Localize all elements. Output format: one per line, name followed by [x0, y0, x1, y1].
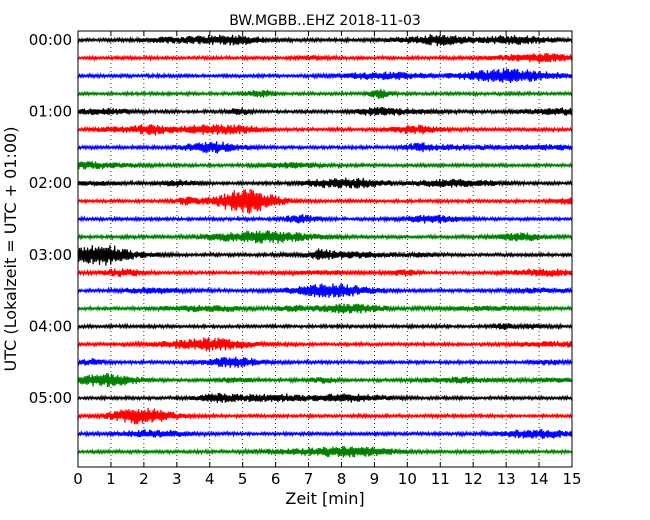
seismic-trace-0145 — [77, 161, 573, 170]
x-tick-label: 4 — [205, 470, 215, 488]
seismic-trace-0415 — [77, 337, 573, 352]
x-tick-label: 12 — [464, 470, 483, 488]
seismic-trace-0030 — [77, 68, 573, 84]
seismic-trace-0115 — [77, 124, 573, 136]
x-tick-label: 7 — [304, 470, 314, 488]
seismic-trace-0515 — [77, 407, 573, 425]
seismic-trace-0000 — [77, 34, 573, 46]
seismic-trace-0530 — [77, 428, 573, 440]
y-axis-label: UTC (Lokalzeit = UTC + 01:00) — [1, 127, 20, 372]
x-tick-label: 3 — [172, 470, 182, 488]
x-tick-label: 8 — [337, 470, 347, 488]
y-axis: 00:00 01:00 02:00 03:00 04:00 05:00 — [29, 31, 572, 407]
plot-frame — [77, 30, 573, 468]
y-tick-label: 00:00 — [29, 31, 72, 49]
seismic-trace-0315 — [77, 268, 573, 278]
seismic-trace-0400 — [77, 322, 573, 331]
seismic-trace-0545 — [77, 445, 573, 458]
seismic-trace-0015 — [77, 53, 573, 63]
x-tick-label: 9 — [370, 470, 380, 488]
x-tick-label: 13 — [497, 470, 516, 488]
x-tick-label: 2 — [139, 470, 149, 488]
seismic-trace-0045 — [77, 88, 573, 99]
seismic-trace-0445 — [77, 372, 573, 388]
y-tick-label: 04:00 — [29, 317, 72, 335]
x-tick-label: 5 — [238, 470, 248, 488]
seismic-trace-0200 — [77, 177, 573, 189]
seismic-trace-0345 — [77, 303, 573, 314]
x-axis: 0 1 2 3 4 5 6 7 8 9 10 11 12 13 14 15 — [73, 31, 582, 488]
seismic-trace-0430 — [77, 356, 573, 368]
chart-title: BW.MGBB..EHZ 2018-11-03 — [229, 13, 421, 29]
seismic-trace-0245 — [77, 230, 573, 244]
x-tick-label: 0 — [73, 470, 83, 488]
seismic-trace-0500 — [77, 392, 573, 403]
x-tick-label: 15 — [562, 470, 581, 488]
x-tick-label: 14 — [530, 470, 549, 488]
x-tick-label: 1 — [106, 470, 116, 488]
grid-lines — [110, 31, 540, 467]
seismic-trace-0330 — [77, 283, 573, 298]
seismic-trace-0300 — [77, 245, 573, 266]
seismic-trace-0230 — [77, 214, 573, 224]
x-tick-label: 10 — [398, 470, 417, 488]
seismic-trace-0215 — [77, 188, 573, 214]
y-tick-label: 03:00 — [29, 246, 72, 264]
x-axis-label: Zeit [min] — [285, 489, 364, 508]
x-tick-label: 6 — [271, 470, 281, 488]
trace-group — [77, 34, 573, 458]
seismic-trace-0100 — [77, 106, 573, 117]
y-tick-label: 02:00 — [29, 174, 72, 192]
x-tick-label: 11 — [431, 470, 450, 488]
y-tick-label: 01:00 — [29, 103, 72, 121]
seismic-trace-0130 — [77, 141, 573, 154]
y-tick-label: 05:00 — [29, 389, 72, 407]
